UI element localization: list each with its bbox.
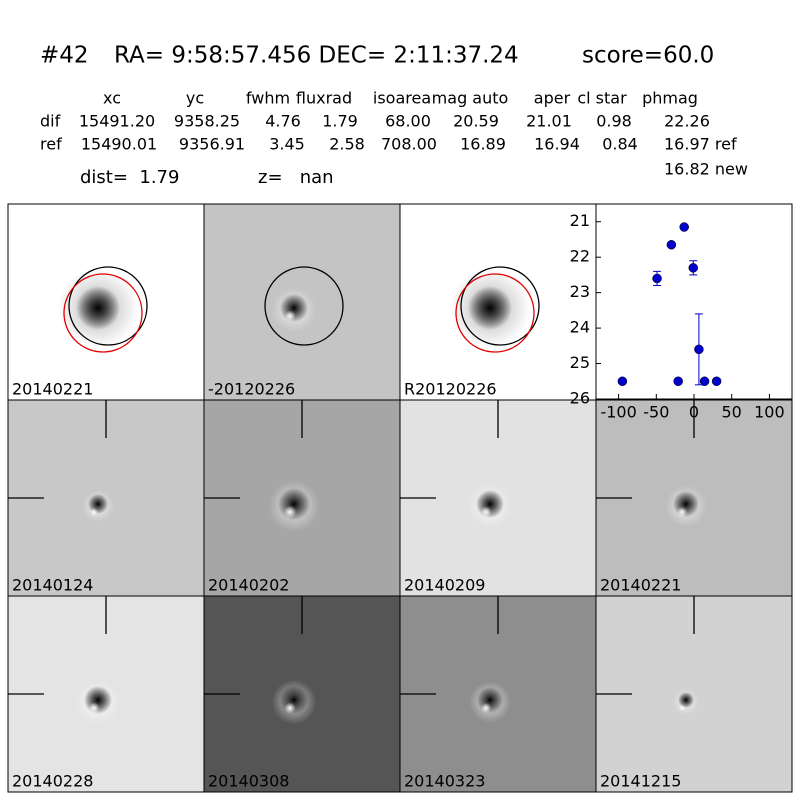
score: score=60.0 xyxy=(582,43,714,69)
x-tick-label: -50 xyxy=(643,403,669,422)
panel-label: 20140202 xyxy=(208,576,289,595)
residual xyxy=(678,704,686,712)
table-cell: 68.00 xyxy=(385,112,431,131)
candidate-id: #42 xyxy=(40,43,89,69)
aperture xyxy=(68,266,148,346)
dist: dist= 1.79 xyxy=(80,167,179,188)
panel-label: 20140308 xyxy=(208,772,289,791)
residual xyxy=(676,506,688,518)
point xyxy=(688,263,698,273)
table-cell: 0.84 xyxy=(602,135,638,154)
residual xyxy=(90,508,98,516)
x-tick-label: 100 xyxy=(754,403,785,422)
panel-label: 20140228 xyxy=(12,772,93,791)
ref-aperture xyxy=(455,273,535,353)
column-header: xc xyxy=(103,89,121,108)
residual xyxy=(284,310,296,322)
y-tick-label: 22 xyxy=(570,247,590,266)
table-cell: 708.00 xyxy=(381,135,437,154)
y-tick-label: 26 xyxy=(570,389,590,408)
table-cell: 0.98 xyxy=(596,112,632,131)
table-cell: 20.59 xyxy=(453,112,499,131)
table-cell: 9356.91 xyxy=(179,135,245,154)
table-cell: 1.79 xyxy=(322,112,358,131)
residual xyxy=(283,505,297,519)
column-header: mag auto xyxy=(432,89,509,108)
panel-label: 20140221 xyxy=(600,576,681,595)
y-tick-label: 24 xyxy=(570,318,590,337)
x-tick-label: 50 xyxy=(722,403,742,422)
x-tick-label: -100 xyxy=(600,403,636,422)
point xyxy=(679,222,689,232)
glow xyxy=(58,268,138,348)
table-cell: 15491.20 xyxy=(79,112,155,131)
y-tick-label: 25 xyxy=(570,353,590,372)
point xyxy=(666,240,677,250)
table-cell: 15490.01 xyxy=(81,135,157,154)
panel-label: 20140209 xyxy=(404,576,485,595)
light-curve: 21 22 23 24 25 26 -100 -50 0 50 100 xyxy=(570,203,793,422)
y-tick-label: 23 xyxy=(570,282,590,301)
panels: 20140221 -20120226 R20120226 20140124 201402… xyxy=(7,203,793,793)
panel-label: 20141215 xyxy=(600,772,681,791)
source xyxy=(678,692,694,708)
table-cell: 22.26 xyxy=(664,112,710,131)
row-label: dif xyxy=(40,112,61,131)
column-header: yc xyxy=(186,89,204,108)
table-cell: 2.58 xyxy=(329,135,365,154)
table-cell: 3.45 xyxy=(269,135,305,154)
column-header: phmag xyxy=(642,89,698,108)
aperture xyxy=(264,266,344,346)
table-cell: 21.01 xyxy=(526,112,572,131)
coordinates: RA= 9:58:57.456 DEC= 2:11:37.24 xyxy=(114,43,519,69)
column-header: cl star xyxy=(577,89,627,108)
point xyxy=(699,376,710,387)
column-header: fluxrad xyxy=(296,89,352,108)
point xyxy=(711,376,722,387)
point xyxy=(617,376,628,387)
panel-label: 20140323 xyxy=(404,772,485,791)
ref-aperture xyxy=(63,273,143,353)
panel-label: 20140221 xyxy=(12,380,93,399)
extra-mag: 16.82 new xyxy=(664,160,748,179)
column-header: fwhm xyxy=(246,89,290,108)
column-header: aper xyxy=(534,89,571,108)
panel-label: 20140124 xyxy=(12,576,93,595)
aperture xyxy=(460,266,540,346)
residual xyxy=(480,506,492,518)
plot-area xyxy=(595,203,793,400)
residual xyxy=(284,702,296,714)
table-cell: 16.89 xyxy=(460,135,506,154)
point xyxy=(694,344,704,355)
column-header: isoarea xyxy=(373,89,431,108)
row-label: ref xyxy=(40,135,62,154)
panel-label: R20120226 xyxy=(404,380,497,399)
panel-label: -20120226 xyxy=(208,380,295,399)
table-cell: 9358.25 xyxy=(174,112,240,131)
point xyxy=(652,273,662,284)
z-value: z= nan xyxy=(258,167,334,188)
table-cell: 4.76 xyxy=(265,112,301,131)
glow xyxy=(450,268,530,348)
x-tick-label: 0 xyxy=(689,403,699,422)
residual xyxy=(88,702,100,714)
point xyxy=(673,376,683,387)
y-tick-label: 21 xyxy=(570,211,590,230)
table-cell: 16.97 ref xyxy=(664,135,737,154)
residual xyxy=(480,702,492,714)
table-cell: 16.94 xyxy=(534,135,580,154)
